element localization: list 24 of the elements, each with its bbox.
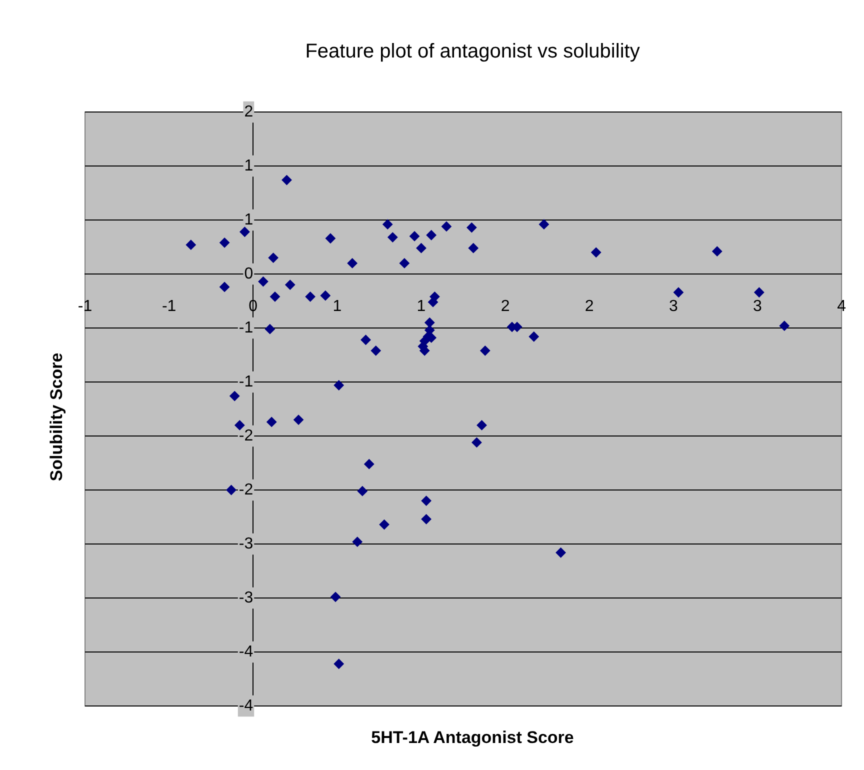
x-tick-label: 1: [332, 298, 342, 316]
y-axis-title: Solubility Score: [47, 352, 67, 482]
x-axis-title: 5HT-1A Antagonist Score: [370, 728, 575, 748]
x-tick-label: 2: [584, 298, 594, 316]
y-tick-label: -3: [238, 535, 254, 552]
x-tick-label: -1: [78, 298, 92, 316]
y-tick-label: -1: [238, 319, 254, 336]
y-tick-label: -4: [238, 697, 254, 714]
y-tick-label: -4: [238, 643, 254, 660]
y-tick-label: -2: [238, 427, 254, 444]
y-tick-label: 1: [244, 211, 254, 228]
chart-title: Feature plot of antagonist vs solubility: [305, 40, 640, 63]
x-tick-label: 4: [837, 298, 846, 316]
y-tick-label: -2: [238, 481, 254, 498]
x-tick-label: -1: [162, 298, 176, 316]
y-tick-label: -3: [238, 589, 254, 606]
y-tick-label: 2: [244, 103, 254, 120]
y-tick-label: 1: [244, 157, 254, 174]
y-tick-label: -1: [238, 373, 254, 390]
y-tick-label: 0: [244, 265, 254, 282]
x-tick-label: 1: [416, 298, 426, 316]
x-tick-label: 2: [500, 298, 510, 316]
x-tick-label: 3: [753, 298, 762, 316]
x-tick-label: 3: [668, 298, 678, 316]
